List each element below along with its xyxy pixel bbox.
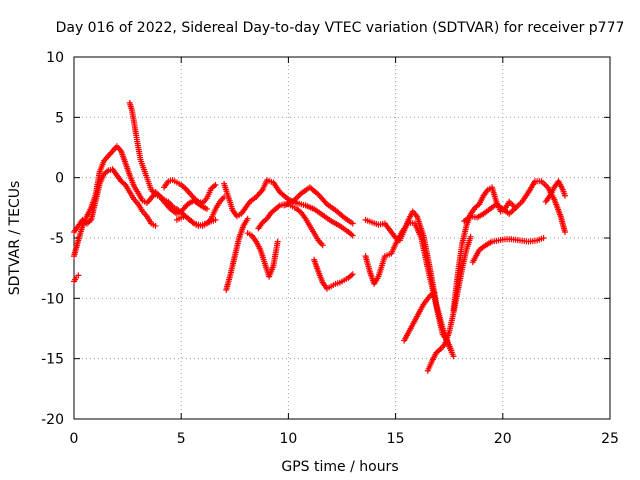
x-tick-label: 5 [177, 431, 186, 447]
data-point [203, 206, 210, 213]
data-point [561, 192, 568, 199]
series-arc14 [401, 289, 438, 344]
data-point [244, 215, 251, 222]
series-arc1 [71, 143, 210, 260]
series-arc7 [281, 184, 356, 227]
y-axis-label: SDTVAR / TECUs [7, 181, 23, 296]
series-arc20 [71, 272, 82, 285]
y-tick-label: -5 [50, 231, 64, 247]
data-point [540, 235, 547, 241]
chart-title: Day 016 of 2022, Sidereal Day-to-day VTE… [56, 20, 625, 36]
series-arc13 [362, 208, 457, 360]
data-point [295, 193, 302, 200]
x-tick-label: 10 [279, 431, 297, 447]
data-point [152, 222, 159, 229]
data-point [450, 353, 457, 360]
data-point [349, 232, 356, 239]
y-tick-label: 10 [46, 50, 64, 66]
data-point [349, 220, 356, 227]
series-arc9 [223, 215, 251, 293]
x-tick-label: 0 [70, 431, 79, 447]
x-tick-label: 20 [494, 431, 512, 447]
gridlines [74, 57, 610, 419]
x-tick-label: 25 [601, 431, 619, 447]
series-arc8 [255, 201, 326, 249]
data-point [512, 204, 519, 211]
series-arc11 [311, 256, 356, 292]
y-tick-label: -15 [41, 352, 64, 368]
series-arc16 [450, 178, 568, 314]
x-axis-label: GPS time / hours [281, 459, 398, 475]
series-arc6 [221, 177, 356, 239]
series-arc2 [71, 166, 159, 235]
data-point [319, 242, 326, 249]
data-point [561, 228, 568, 235]
data-point [212, 216, 219, 223]
y-tick-labels: -20 -15 -10 -5 0 5 10 [41, 50, 64, 428]
y-tick-label: 0 [55, 171, 64, 187]
data-point [212, 181, 219, 188]
y-tick-label: -20 [41, 412, 64, 428]
y-tick-label: 5 [55, 110, 64, 126]
x-tick-label: 15 [387, 431, 405, 447]
y-tick-label: -10 [41, 291, 64, 307]
data-points [71, 99, 568, 374]
series-arc10 [244, 230, 281, 280]
data-point [274, 238, 281, 245]
series-arc18 [461, 201, 519, 225]
series-arc4 [161, 177, 219, 207]
data-point [431, 289, 438, 296]
x-tick-labels: 0 5 10 15 20 25 [70, 431, 619, 447]
series-arc17 [469, 235, 547, 266]
data-point [467, 233, 474, 240]
data-point [75, 272, 82, 279]
data-point [349, 271, 356, 278]
series-arc19 [542, 178, 568, 205]
series-arc5 [173, 213, 219, 229]
